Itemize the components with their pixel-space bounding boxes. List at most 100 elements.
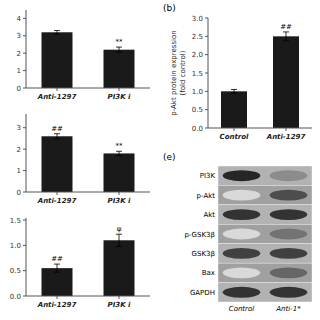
y-tick — [205, 54, 208, 55]
x-tick-label: Control — [220, 133, 250, 141]
error-cap — [54, 133, 60, 134]
y-tick-label: 1.5 — [192, 70, 203, 78]
y-tick — [23, 53, 26, 54]
y-tick — [23, 220, 26, 221]
error-stem — [286, 32, 287, 41]
x-axis — [26, 192, 150, 193]
error-cap — [283, 31, 289, 32]
annotation: ## — [280, 23, 292, 31]
error-cap — [116, 155, 122, 156]
y-tick-label: 0 — [17, 85, 21, 93]
bar — [104, 50, 135, 88]
error-bar — [54, 134, 60, 139]
y-tick — [23, 270, 26, 271]
error-bar — [54, 31, 60, 34]
y-tick-label: 2.0 — [192, 51, 203, 59]
blot-row — [218, 244, 312, 263]
x-axis — [26, 296, 150, 297]
x-tick-label: PI3K i — [108, 301, 131, 309]
x-tick — [57, 192, 58, 195]
error-cap — [116, 52, 122, 53]
y-tick-label: 1 — [17, 67, 21, 75]
band — [270, 170, 308, 181]
band — [223, 287, 261, 298]
y-tick-label: 0 — [17, 189, 21, 197]
annotation: ** — [116, 142, 124, 150]
error-stem — [119, 234, 120, 246]
x-tick — [57, 88, 58, 91]
x-tick-label: PI3K i — [108, 197, 131, 205]
error-cap — [116, 234, 122, 235]
panel-label: (b) — [163, 3, 176, 13]
x-tick — [119, 192, 120, 195]
plot-area — [221, 32, 299, 128]
band — [223, 229, 261, 240]
bar — [104, 240, 135, 296]
bar — [42, 136, 73, 192]
band — [270, 190, 308, 201]
plot-area — [42, 134, 135, 192]
y-tick — [23, 127, 26, 128]
x-tick — [234, 128, 235, 131]
x-tick-label: Anti-1297 — [37, 197, 77, 205]
band — [223, 267, 261, 278]
y-tick-label: 3.0 — [192, 15, 203, 23]
error-cap — [54, 272, 60, 273]
band — [270, 267, 308, 278]
error-cap — [54, 264, 60, 265]
plot-area — [42, 234, 135, 296]
error-stem — [119, 151, 120, 155]
error-cap — [116, 47, 122, 48]
blot-row — [218, 166, 312, 185]
column-label: Control — [229, 305, 255, 313]
y-tick — [23, 245, 26, 246]
blot-row — [218, 283, 312, 302]
x-tick-label: PI3K i — [108, 93, 131, 101]
error-bar — [231, 90, 237, 94]
error-cap — [54, 30, 60, 31]
x-tick-label: Anti-1297 — [266, 133, 306, 141]
annotation: ** — [116, 38, 124, 46]
column-label: Anti-1* — [275, 305, 301, 313]
y-tick-label: 2.5 — [192, 33, 203, 41]
y-tick — [205, 91, 208, 92]
panel-label: (e) — [163, 152, 176, 162]
y-axis-label-line: (fold control) — [179, 50, 187, 95]
y-tick — [205, 109, 208, 110]
y-tick-label: 0.5 — [192, 106, 203, 114]
error-bar — [116, 234, 122, 246]
y-tick — [23, 88, 26, 89]
y-tick — [23, 35, 26, 36]
y-tick — [23, 70, 26, 71]
y-tick — [23, 149, 26, 150]
band — [270, 209, 308, 220]
error-cap — [116, 151, 122, 152]
error-bar — [116, 47, 122, 52]
y-axis-label-line: p-Akt protein expression — [170, 30, 178, 116]
row-label: p-GSK3β — [184, 231, 215, 239]
plot-area — [42, 31, 135, 88]
row-label: Bax — [202, 269, 215, 277]
x-tick-label: Anti-1297 — [37, 93, 77, 101]
y-tick-label: 0.0 — [192, 125, 203, 133]
x-tick — [286, 128, 287, 131]
y-tick — [205, 36, 208, 37]
x-tick — [119, 88, 120, 91]
error-bar — [283, 32, 289, 41]
bar — [273, 36, 299, 128]
x-axis — [208, 128, 312, 129]
y-tick — [23, 170, 26, 171]
error-bar — [54, 264, 60, 272]
bar — [221, 91, 247, 128]
y-axis — [26, 10, 27, 88]
y-tick-label: 3 — [17, 32, 21, 40]
x-tick — [119, 296, 120, 299]
row-label: GSK3β — [192, 250, 215, 258]
error-cap — [231, 89, 237, 90]
row-label: PI3K — [200, 172, 216, 180]
y-tick — [205, 18, 208, 19]
y-tick — [23, 296, 26, 297]
y-tick-label: 3 — [17, 124, 21, 132]
error-cap — [116, 246, 122, 247]
band — [270, 287, 308, 298]
